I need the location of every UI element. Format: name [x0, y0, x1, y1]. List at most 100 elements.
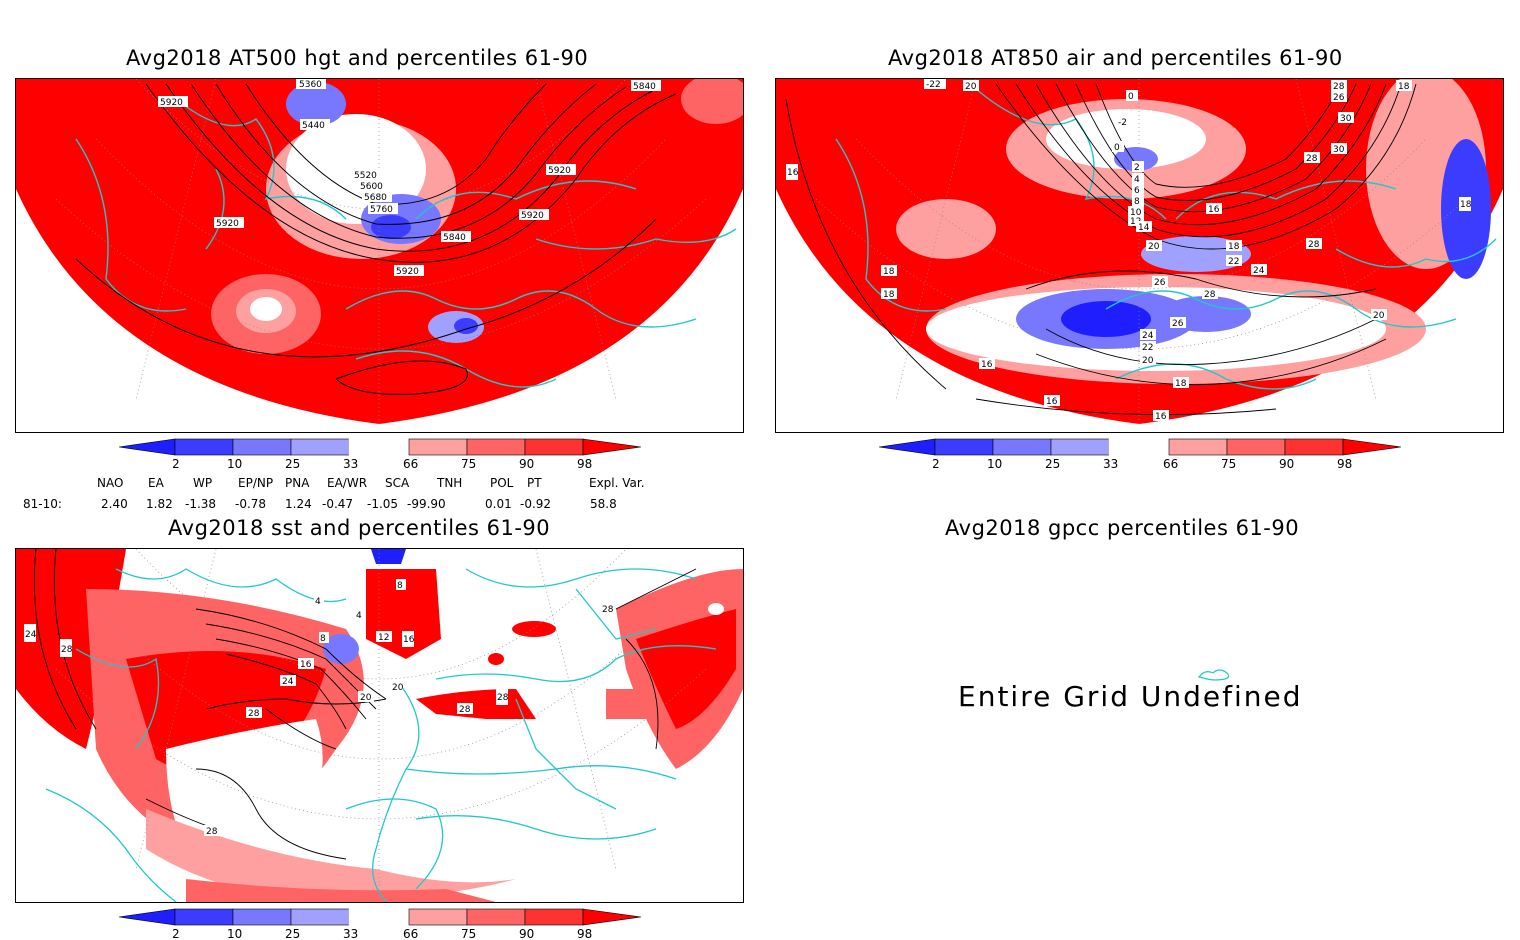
- air-contour-label: 16: [981, 360, 993, 370]
- hgt-contour-label: 5520: [354, 171, 377, 181]
- colorbar-segments: [878, 438, 1402, 456]
- index-header: POL: [490, 476, 514, 490]
- colorbar-tick-label: 10: [987, 457, 1002, 470]
- air-contour-label: 16: [787, 168, 799, 178]
- colorbar-tick-label: 75: [461, 927, 476, 940]
- air-contour-label: 30: [1333, 145, 1345, 155]
- index-header: SCA: [385, 476, 410, 490]
- colorbar-tick-label: 66: [403, 457, 418, 470]
- sst-contour-label: 24: [25, 630, 37, 640]
- colorbar-tick-label: 33: [343, 927, 358, 940]
- index-header: EA/WR: [327, 476, 367, 490]
- air-contour-label: 20: [1148, 242, 1160, 252]
- hgt-contour-label: 5440: [302, 121, 325, 131]
- hgt-contour-label: 5600: [360, 182, 383, 192]
- colorbar-tick-label: 90: [1279, 457, 1294, 470]
- sst-contour-label: 4: [315, 597, 321, 607]
- index-value: 2.40: [101, 497, 128, 511]
- index-value: 58.8: [590, 497, 617, 511]
- colorbar-tick-label: 66: [1163, 457, 1178, 470]
- sst-colorbar: 2 10 25 33 66 75 90 98: [118, 908, 642, 940]
- index-header: Expl. Var.: [589, 476, 645, 490]
- air-contour-label: 4: [1134, 175, 1140, 185]
- air-contour-label: 20: [965, 82, 977, 92]
- air-contour-label: 12: [1130, 217, 1141, 227]
- hgt-contour-label: 5360: [299, 80, 322, 90]
- air-contour-label: 26: [1154, 278, 1166, 288]
- colorbar-tick-label: 90: [519, 457, 534, 470]
- hgt-contour-label: 5840: [633, 82, 656, 92]
- air-contour-label: 16: [1046, 397, 1058, 407]
- hgt-panel-title: Avg2018 AT500 hgt and percentiles 61-90: [126, 46, 589, 70]
- air-contour-label: 18: [883, 267, 895, 277]
- air-contour-label: 26: [1172, 319, 1184, 329]
- air-contour-label: 18: [883, 290, 895, 300]
- air-colorbar: 2 10 25 33 66 75 90 98: [878, 438, 1402, 470]
- sst-panel-title: Avg2018 sst and percentiles 61-90: [168, 516, 551, 540]
- air-panel-title: Avg2018 AT850 air and percentiles 61-90: [888, 46, 1343, 70]
- sst-contour-label: 28: [206, 827, 218, 837]
- teleconnection-indices-table: NAO EA WP EP/NP PNA EA/WR SCA TNH POL PT…: [23, 476, 645, 511]
- air-contour-label: -2: [1118, 118, 1127, 128]
- sst-contour-label: 20: [360, 693, 372, 703]
- sst-contour-label: 20: [392, 683, 404, 693]
- sst-contour-label: 8: [320, 634, 326, 644]
- air-contour-label: 14: [1138, 223, 1150, 233]
- colorbar-tick-label: 98: [1337, 457, 1352, 470]
- air-contour-label: 20: [1373, 311, 1385, 321]
- air-contour-label: 6: [1134, 186, 1140, 196]
- index-row-label: 81-10:: [23, 497, 62, 511]
- air-contour-label: 24: [1142, 331, 1154, 341]
- colorbar-segments: [118, 438, 642, 456]
- colorbar-tick-label: 75: [1221, 457, 1236, 470]
- air-contour-label: 28: [1204, 290, 1216, 300]
- colorbar-segments: [118, 908, 642, 926]
- colorbar-tick-label: 10: [227, 927, 242, 940]
- air-map: 20 -22 0 -2 0 2 4 6 8 10 12 14 16 18 20 …: [776, 79, 1503, 424]
- hgt-contour-label: 5760: [370, 205, 393, 215]
- gpcc-panel-title: Avg2018 gpcc percentiles 61-90: [945, 516, 1300, 540]
- sst-contour-label: 28: [248, 709, 260, 719]
- air-contour-label: 24: [1253, 266, 1265, 276]
- hgt-contour-label: 5920: [160, 98, 183, 108]
- hgt-contour-label: 5920: [216, 219, 239, 229]
- sst-contour-label: 28: [459, 705, 471, 715]
- air-contour-label: 2: [1134, 163, 1140, 173]
- air-contour-label: 18: [1460, 200, 1472, 210]
- air-contour-label: 28: [1306, 154, 1318, 164]
- air-contour-label: 0: [1128, 92, 1134, 102]
- colorbar-tick-label: 33: [1103, 457, 1118, 470]
- colorbar-tick-label: 90: [519, 927, 534, 940]
- air-contour-label: 30: [1340, 114, 1352, 124]
- air-contour-label: 0: [1114, 143, 1120, 153]
- colorbar-tick-label: 98: [577, 927, 592, 940]
- sst-map-panel: 24 28 8 4 4 8 12 16 16 20 24 20 28 28 28…: [15, 548, 744, 903]
- colorbar-tick-label: 66: [403, 927, 418, 940]
- index-header: PT: [527, 476, 542, 490]
- index-value: 1.82: [146, 497, 173, 511]
- air-contour-label: 16: [1208, 205, 1220, 215]
- hgt-contour-label: 5920: [548, 166, 571, 176]
- air-contour-label: 18: [1228, 242, 1240, 252]
- index-header: TNH: [436, 476, 462, 490]
- air-contour-label: 22: [1228, 257, 1239, 267]
- colorbar-tick-label: 33: [343, 457, 358, 470]
- index-value: -0.92: [520, 497, 551, 511]
- air-contour-label: 26: [1333, 93, 1345, 103]
- air-contour-label: 22: [1142, 343, 1153, 353]
- sst-contour-label: 24: [282, 677, 294, 687]
- sst-contour-label: 4: [356, 611, 362, 621]
- air-contour-label: 10: [1130, 208, 1142, 218]
- sst-contour-label: 16: [300, 660, 312, 670]
- colorbar-tick-label: 98: [577, 457, 592, 470]
- air-contour-label: 18: [1398, 82, 1410, 92]
- colorbar-tick-label: 25: [1045, 457, 1060, 470]
- sst-contour-label: 16: [403, 635, 415, 645]
- hgt-contour-label: 5920: [521, 211, 544, 221]
- index-header: PNA: [285, 476, 310, 490]
- colorbar-tick-label: 25: [285, 927, 300, 940]
- air-contour-label: 20: [1142, 356, 1154, 366]
- hgt-contour-label: 5920: [396, 267, 419, 277]
- colorbar-tick-label: 2: [932, 457, 940, 470]
- gpcc-coastline-fragment: [1197, 669, 1230, 681]
